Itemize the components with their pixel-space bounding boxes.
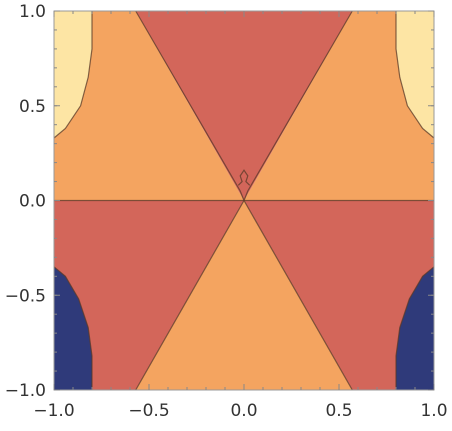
contour-region-7 [396, 11, 434, 138]
x-tick-label: 1.0 [420, 401, 447, 421]
x-axis-tick-labels: −1.0 −0.5 0.0 0.5 1.0 [33, 401, 447, 421]
contour-region-1 [244, 11, 434, 201]
contour-region-9 [396, 266, 434, 390]
contour-region-2 [135, 11, 353, 201]
y-tick-label: 1.0 [19, 2, 46, 22]
y-tick-label: −0.5 [5, 286, 46, 306]
contour-line-6 [53, 11, 93, 139]
contour-line-1 [135, 10, 245, 201]
y-tick-label: −1.0 [5, 381, 46, 401]
contour-region-3 [54, 200, 244, 390]
contour-line-7 [395, 11, 435, 139]
contour-line-8 [53, 266, 93, 390]
contour-line-2 [243, 10, 353, 201]
contour-region-0 [54, 11, 244, 201]
contour-line-3 [135, 200, 245, 391]
contour-line-4 [243, 200, 353, 391]
contour-region-8 [54, 266, 92, 390]
x-tick-label: −0.5 [128, 401, 169, 421]
y-axis-tick-labels: −1.0 −0.5 0.0 0.5 1.0 [5, 2, 46, 401]
contour-regions [54, 11, 434, 390]
x-tick-label: −1.0 [33, 401, 74, 421]
contour-lines [53, 10, 435, 391]
contour-line-9 [395, 266, 435, 390]
y-tick-label: 0.5 [19, 97, 46, 117]
contour-line-5 [237, 169, 251, 186]
contour-region-6 [54, 11, 92, 138]
y-tick-label: 0.0 [19, 192, 46, 212]
x-tick-label: 0.5 [325, 401, 352, 421]
contour-region-4 [244, 200, 434, 390]
contour-region-5 [135, 200, 353, 390]
axis-ticks [53, 10, 435, 391]
x-tick-label: 0.0 [230, 401, 257, 421]
